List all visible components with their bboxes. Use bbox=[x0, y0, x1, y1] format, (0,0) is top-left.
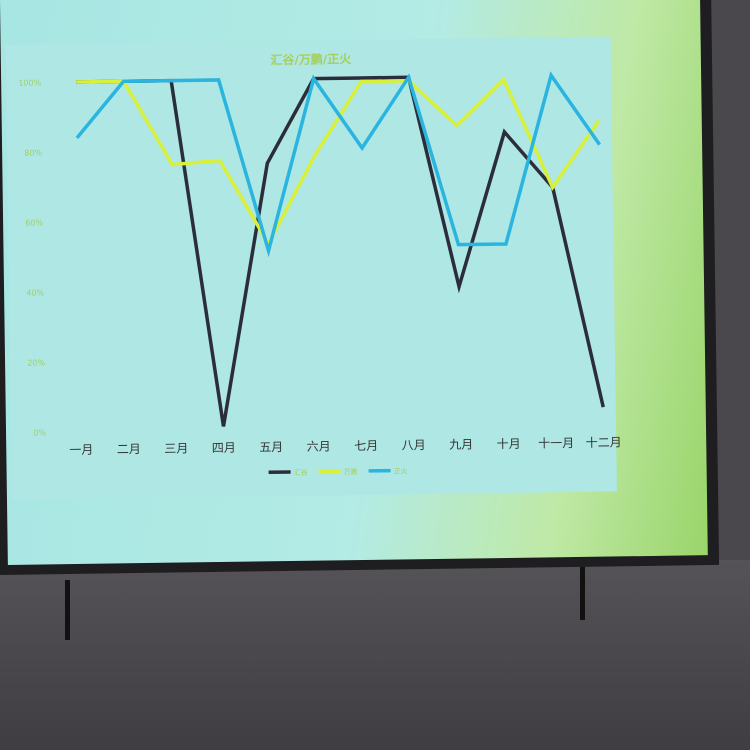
y-tick-label: 40% bbox=[26, 288, 44, 297]
screen-hook bbox=[580, 560, 585, 620]
y-tick-label: 80% bbox=[24, 148, 42, 157]
x-tick-label: 八月 bbox=[402, 438, 426, 452]
series-line-万鹏 bbox=[76, 76, 601, 248]
legend-label: 万鹏 bbox=[344, 467, 358, 476]
x-tick-label: 十二月 bbox=[586, 435, 622, 450]
legend-label: 正火 bbox=[394, 467, 408, 475]
legend-label: 汇谷 bbox=[294, 468, 308, 477]
y-tick-label: 20% bbox=[27, 358, 45, 367]
line-chart: 汇谷/万鹏/正火 0% 20% 40% 60% 80% 100% 一月 二月 三月 四月 五月 六月 七… bbox=[18, 51, 622, 477]
x-tick-label: 六月 bbox=[307, 439, 331, 453]
chart-title: 汇谷/万鹏/正火 bbox=[270, 51, 352, 67]
x-tick-label: 十月 bbox=[497, 437, 521, 451]
x-tick-label: 四月 bbox=[212, 441, 236, 455]
y-tick-label: 0% bbox=[33, 428, 46, 437]
series-line-正火 bbox=[75, 71, 602, 258]
x-tick-label: 一月 bbox=[69, 443, 93, 457]
x-tick-label: 二月 bbox=[117, 442, 141, 456]
y-tick-label: 100% bbox=[18, 78, 41, 87]
x-tick-label: 七月 bbox=[354, 439, 378, 453]
projector-screen: 汇谷/万鹏/正火 0% 20% 40% 60% 80% 100% 一月 二月 三月 四月 五月 六月 七… bbox=[0, 0, 708, 565]
wall bbox=[0, 560, 750, 750]
y-tick-label: 60% bbox=[25, 218, 43, 227]
x-tick-label: 五月 bbox=[259, 440, 283, 454]
x-tick-label: 九月 bbox=[449, 437, 473, 451]
x-tick-label: 三月 bbox=[164, 441, 188, 455]
screen-hook bbox=[65, 580, 70, 640]
x-tick-label: 十一月 bbox=[538, 436, 574, 451]
